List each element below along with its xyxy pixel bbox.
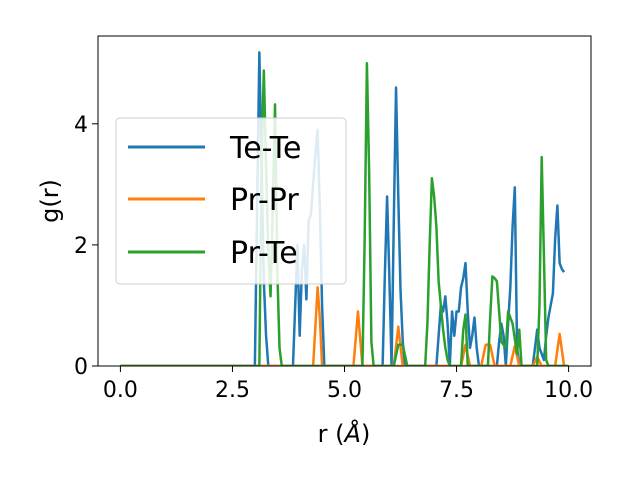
y-tick-label: 2 <box>74 234 88 259</box>
x-axis-label: r (Å) <box>318 419 371 448</box>
legend: Te-Te Pr-Pr Pr-Te <box>115 117 347 285</box>
axes: 0.0 2.5 5.0 7.5 10.0 0 2 4 <box>74 35 593 403</box>
y-tick-label: 4 <box>74 113 88 138</box>
x-tick-label: 2.5 <box>215 378 250 403</box>
series-line-pr-pr <box>120 286 566 366</box>
legend-label-pr-pr: Pr-Pr <box>230 183 299 218</box>
series-line-pr-te <box>120 62 569 366</box>
x-tick-label: 7.5 <box>439 378 474 403</box>
legend-label-te-te: Te-Te <box>229 131 301 166</box>
x-tick-label: 10.0 <box>544 378 593 403</box>
x-tick-label: 0.0 <box>103 378 138 403</box>
series-line-te-te <box>120 51 566 366</box>
plot-area <box>120 51 569 366</box>
x-tick-label: 5.0 <box>327 378 362 403</box>
x-axis-label-main: r ( <box>318 420 345 448</box>
y-axis-label: g(r) <box>36 179 64 223</box>
x-axis-label-end: ) <box>361 420 370 448</box>
y-tick-label: 0 <box>74 355 88 380</box>
legend-box <box>115 117 347 285</box>
x-axis-label-unit: Å <box>343 419 361 448</box>
legend-label-pr-te: Pr-Te <box>230 236 298 271</box>
